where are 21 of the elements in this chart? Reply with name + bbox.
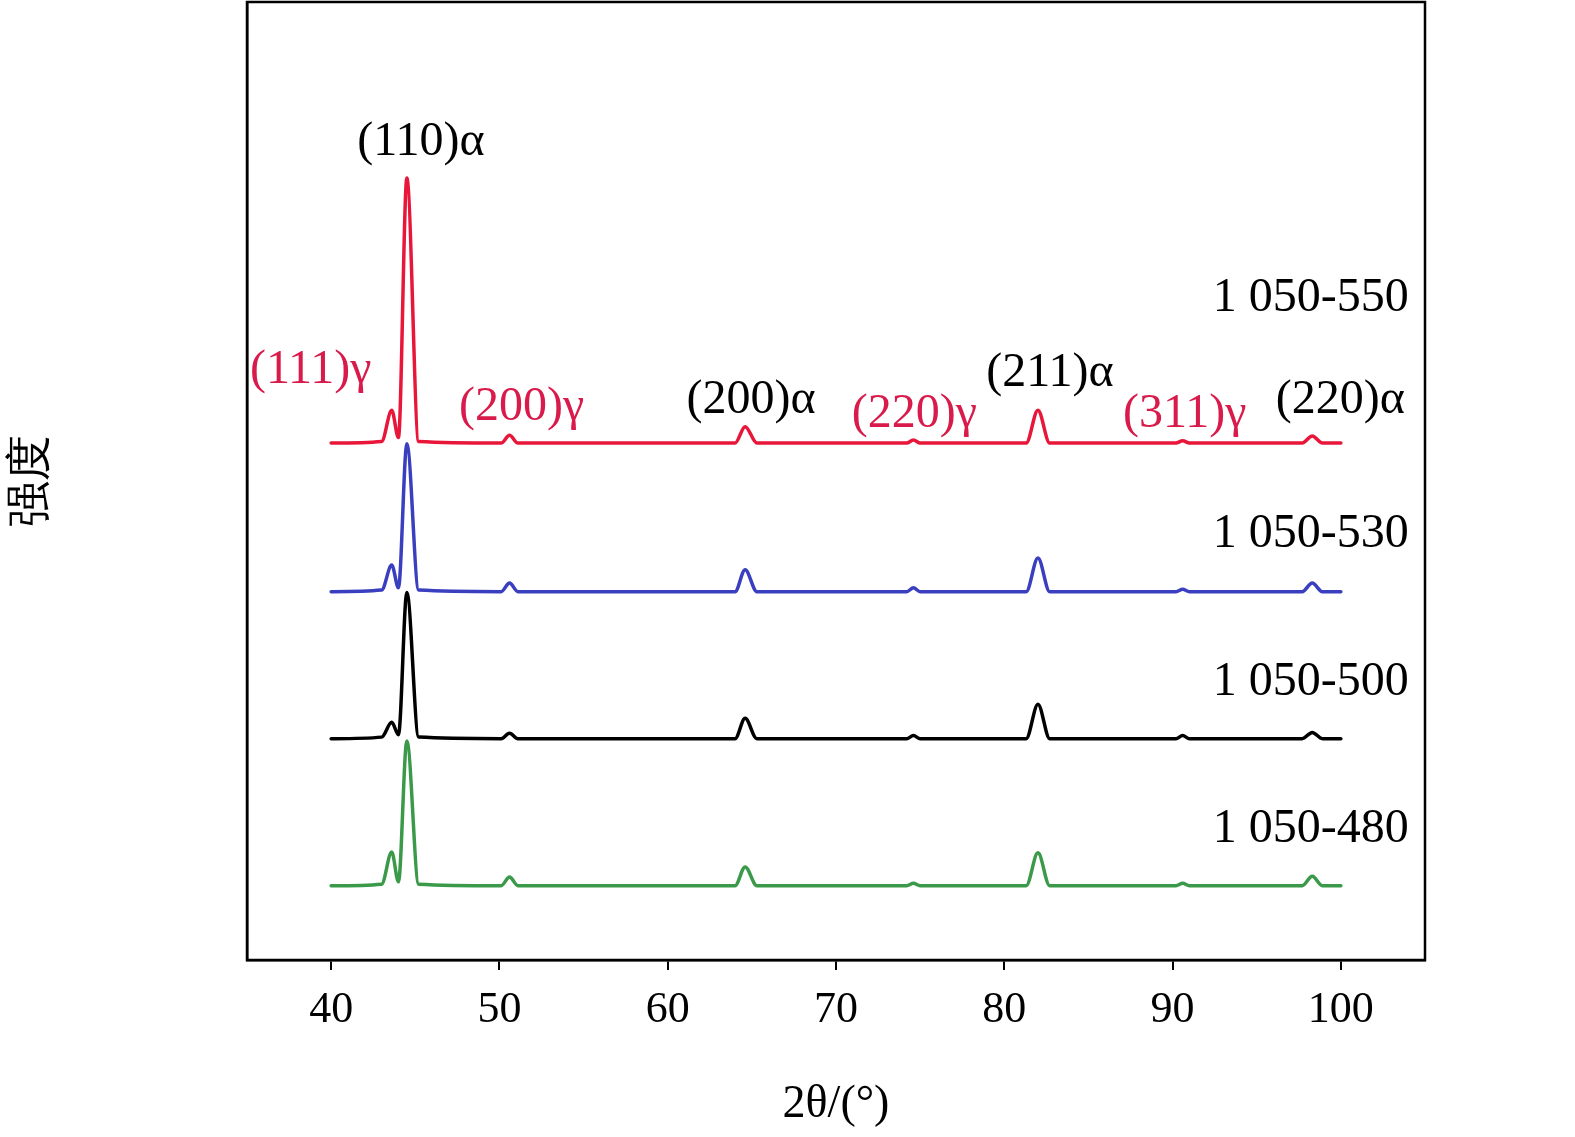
x-tick-label: 100 — [1307, 982, 1374, 1032]
annotation: (111)γ — [249, 340, 372, 395]
annotation: (200)α — [686, 369, 816, 424]
annotation: (200)γ — [458, 377, 585, 432]
series-label: 1 050-530 — [1212, 504, 1409, 558]
series-label: 1 050-500 — [1212, 651, 1409, 705]
x-tick-label: 90 — [1150, 982, 1195, 1032]
text: 1 050-550 — [1212, 267, 1409, 321]
x-tick-label: 50 — [477, 982, 522, 1032]
annotation: (211)α — [986, 343, 1114, 398]
series-label: 1 050-480 — [1212, 798, 1409, 852]
y-axis-title: 强度 — [2, 435, 54, 527]
x-tick-label: 60 — [645, 982, 690, 1032]
x-tick-label: 40 — [309, 982, 354, 1032]
x-tick-label: 80 — [982, 982, 1027, 1032]
annotation: (220)α — [1275, 370, 1405, 425]
x-axis-title: 2θ/(°) — [782, 1076, 890, 1128]
annotation: (220)γ — [851, 383, 978, 438]
x-tick-label: 70 — [814, 982, 858, 1032]
annotation: (311)γ — [1122, 383, 1247, 438]
annotation: (110)α — [357, 111, 485, 166]
